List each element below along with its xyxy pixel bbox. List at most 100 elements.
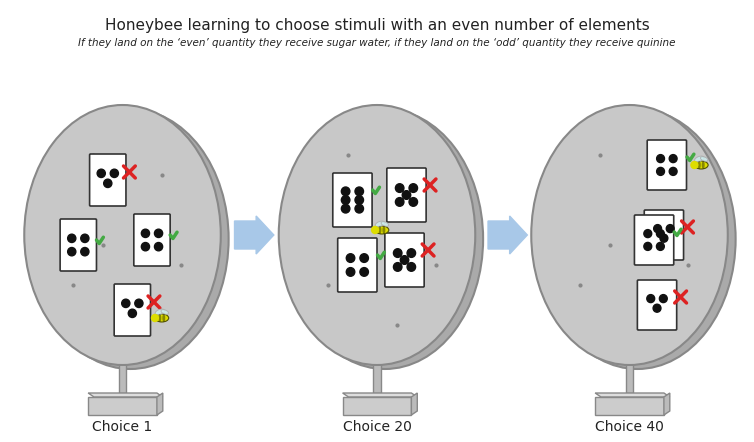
Circle shape [394, 263, 402, 271]
Circle shape [654, 225, 661, 232]
Circle shape [660, 234, 668, 242]
Polygon shape [342, 397, 412, 415]
Circle shape [667, 225, 674, 232]
Circle shape [141, 229, 149, 237]
Ellipse shape [32, 109, 228, 369]
Text: Honeybee learning to choose stimuli with an even number of elements: Honeybee learning to choose stimuli with… [105, 18, 649, 33]
Ellipse shape [702, 161, 705, 169]
Circle shape [395, 198, 404, 206]
Circle shape [81, 248, 89, 256]
Circle shape [644, 229, 651, 238]
Circle shape [135, 299, 143, 308]
Circle shape [402, 191, 411, 199]
Circle shape [407, 249, 415, 257]
Ellipse shape [381, 222, 388, 226]
Circle shape [128, 309, 136, 317]
Circle shape [346, 267, 355, 276]
Polygon shape [88, 397, 157, 415]
Circle shape [657, 168, 664, 175]
Circle shape [670, 155, 677, 163]
Circle shape [691, 161, 697, 168]
Circle shape [657, 155, 664, 163]
Circle shape [68, 234, 76, 243]
Ellipse shape [382, 226, 385, 234]
Circle shape [104, 179, 112, 187]
Polygon shape [118, 363, 127, 393]
Ellipse shape [697, 161, 700, 169]
Ellipse shape [694, 161, 708, 169]
Circle shape [670, 168, 677, 175]
Circle shape [360, 254, 369, 263]
FancyBboxPatch shape [647, 140, 686, 190]
Circle shape [360, 267, 369, 276]
Circle shape [141, 243, 149, 251]
Circle shape [409, 184, 418, 192]
Circle shape [407, 263, 415, 271]
FancyBboxPatch shape [634, 215, 674, 265]
Circle shape [152, 315, 158, 321]
FancyBboxPatch shape [133, 214, 170, 266]
Circle shape [355, 187, 363, 196]
Polygon shape [342, 393, 417, 397]
Ellipse shape [375, 226, 389, 234]
FancyBboxPatch shape [338, 238, 377, 292]
Ellipse shape [287, 109, 483, 369]
Circle shape [372, 226, 379, 233]
FancyBboxPatch shape [385, 233, 425, 287]
Ellipse shape [532, 105, 728, 365]
Circle shape [110, 169, 118, 178]
Circle shape [395, 184, 404, 192]
Circle shape [342, 187, 350, 196]
Polygon shape [595, 393, 670, 397]
Text: Choice 20: Choice 20 [342, 420, 412, 434]
Polygon shape [626, 363, 633, 393]
FancyArrow shape [488, 216, 527, 254]
FancyBboxPatch shape [114, 284, 151, 336]
FancyBboxPatch shape [637, 280, 676, 330]
Text: Choice 40: Choice 40 [595, 420, 664, 434]
Ellipse shape [279, 105, 475, 365]
Circle shape [355, 196, 363, 204]
Circle shape [647, 295, 654, 303]
Polygon shape [88, 393, 163, 397]
FancyArrow shape [234, 216, 274, 254]
Polygon shape [664, 393, 670, 415]
FancyBboxPatch shape [333, 173, 372, 227]
Circle shape [342, 204, 350, 213]
Circle shape [400, 255, 409, 264]
Polygon shape [412, 393, 417, 415]
Ellipse shape [375, 221, 385, 227]
Circle shape [644, 242, 651, 251]
Ellipse shape [694, 156, 704, 162]
Circle shape [97, 169, 106, 178]
Circle shape [68, 248, 76, 256]
Text: Choice 1: Choice 1 [93, 420, 152, 434]
Circle shape [660, 295, 667, 303]
Circle shape [657, 242, 664, 251]
Ellipse shape [161, 310, 169, 314]
Circle shape [346, 254, 355, 263]
Polygon shape [595, 397, 664, 415]
Ellipse shape [539, 109, 736, 369]
FancyBboxPatch shape [644, 210, 684, 260]
Circle shape [394, 249, 402, 257]
Ellipse shape [158, 314, 161, 322]
FancyBboxPatch shape [387, 168, 426, 222]
Circle shape [155, 229, 163, 237]
Text: If they land on the ‘even’ quantity they receive sugar water, if they land on th: If they land on the ‘even’ quantity they… [78, 38, 676, 48]
FancyBboxPatch shape [60, 219, 97, 271]
Circle shape [342, 196, 350, 204]
Circle shape [121, 299, 130, 308]
Circle shape [409, 198, 418, 206]
Circle shape [653, 304, 661, 312]
Polygon shape [157, 393, 163, 415]
Circle shape [657, 229, 664, 238]
Circle shape [155, 243, 163, 251]
Ellipse shape [379, 226, 382, 234]
Ellipse shape [700, 156, 708, 161]
Ellipse shape [155, 314, 169, 322]
Ellipse shape [24, 105, 221, 365]
Polygon shape [373, 363, 381, 393]
Circle shape [81, 234, 89, 243]
Circle shape [355, 204, 363, 213]
